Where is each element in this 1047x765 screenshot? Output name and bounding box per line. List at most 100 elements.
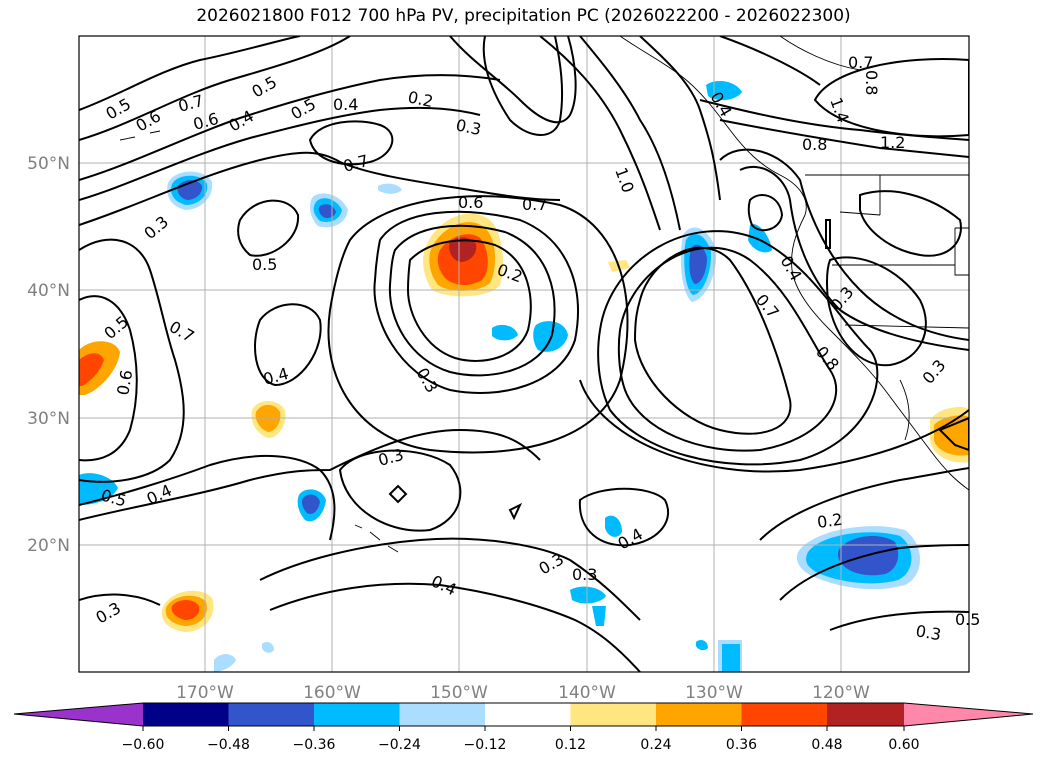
colorbar-arrow-left [14, 703, 143, 726]
colorbar-arrow-right [904, 703, 1033, 726]
contour-label: 0.8 [802, 135, 827, 154]
colorbar: −0.60 −0.48 −0.36 −0.24 −0.12 0.12 0.24 … [13, 702, 1034, 753]
precip-blob-positive [934, 415, 969, 456]
colorbar-segment [656, 703, 742, 726]
lon-label: 150°W [430, 683, 488, 703]
pv-contour [639, 36, 721, 201]
colorbar-tick-label: −0.48 [207, 737, 250, 753]
colorbar-tick-label: 0.12 [555, 737, 586, 753]
latitude-labels: 50°N 40°N 30°N 20°N [27, 154, 70, 556]
colorbar-tick-label: −0.36 [293, 737, 336, 753]
map-content [79, 36, 969, 672]
colorbar-tick-label: 0.36 [726, 737, 757, 753]
colorbar-segment [143, 703, 229, 726]
precip-blob-negative [605, 515, 622, 537]
contour-label: 0.5 [252, 255, 277, 274]
pv-contour [825, 256, 927, 367]
coastlines [119, 36, 969, 553]
pv-contour [759, 467, 969, 541]
contour-label: 0.6 [113, 368, 136, 396]
lat-label: 40°N [27, 281, 70, 301]
colorbar-tick-label: 0.60 [888, 737, 919, 753]
pv-contour [308, 120, 394, 166]
precip-blob-positive [79, 353, 104, 386]
pv-contour [482, 36, 564, 136]
pv-contour [79, 455, 336, 541]
pv-contour [449, 36, 577, 124]
pv-contour [254, 303, 322, 387]
pv-contour [79, 428, 541, 521]
pv-contour [79, 593, 161, 606]
pv-contour [79, 36, 351, 141]
precip-blob-negative [492, 324, 518, 341]
pv-contour [327, 195, 629, 454]
colorbar-ticks [142, 726, 905, 731]
pv-contour [79, 74, 501, 181]
precip-blob-negative [592, 606, 606, 626]
pv-contour [237, 199, 300, 257]
pv-contour [578, 487, 670, 547]
pv-contour [825, 219, 831, 249]
pv-contour [388, 484, 408, 504]
contour-label: 0.7 [522, 195, 547, 214]
pv-contour [79, 295, 138, 462]
contour-label: 0.8 [862, 70, 881, 95]
contour-label: 1.2 [880, 133, 905, 152]
colorbar-tick-label: 0.48 [811, 737, 842, 753]
pv-contour [508, 502, 523, 521]
contour-label: 0.3 [572, 565, 597, 584]
pv-contour [747, 194, 784, 232]
precip-blob-negative [722, 644, 740, 672]
pv-contour [739, 165, 969, 351]
colorbar-segment [741, 703, 827, 726]
precip-blob-negative [689, 244, 707, 284]
lon-label: 160°W [303, 683, 361, 703]
colorbar-segment [827, 703, 904, 726]
pv-contour [779, 544, 969, 601]
lat-label: 30°N [27, 409, 70, 429]
pv-contour [938, 416, 969, 452]
lat-label: 20°N [27, 536, 70, 556]
pv-contour [617, 246, 838, 452]
precip-blob-negative [214, 654, 236, 672]
pv-contour [388, 224, 556, 377]
pv-contour [859, 190, 962, 257]
pv-contour [269, 582, 641, 672]
precip-blob-positive [449, 237, 477, 262]
colorbar-segment [485, 703, 571, 726]
pv-contour [338, 449, 462, 532]
pv-contours [79, 36, 969, 672]
pv-contour [633, 246, 792, 435]
pv-contour [259, 537, 641, 621]
precip-blob-negative [378, 183, 402, 194]
lon-label: 120°W [812, 683, 870, 703]
precip-blob-negative [570, 586, 606, 604]
colorbar-segment [570, 703, 656, 726]
pv-contour [719, 36, 821, 86]
precip-blob-negative [748, 224, 772, 253]
lon-label: 130°W [685, 683, 743, 703]
colorbar-segment [228, 703, 314, 726]
pv-contour [79, 106, 481, 201]
colorbar-segment [399, 703, 485, 726]
pv-contour [539, 36, 661, 231]
pv-contour [829, 610, 969, 631]
pv-contour [699, 99, 969, 141]
pv-contour [579, 379, 969, 473]
contour-label: 0.5 [955, 610, 980, 629]
contour-label: 0.4 [333, 95, 358, 114]
map-frame [78, 35, 970, 673]
colorbar-tick-label: 0.24 [640, 737, 671, 753]
precip-blob-negative [696, 640, 708, 651]
pv-contour [597, 230, 879, 466]
pv-contour [79, 36, 301, 111]
contour-label: 0.2 [816, 510, 844, 532]
colorbar-tick-label: −0.60 [122, 737, 165, 753]
lon-label: 140°W [558, 683, 616, 703]
precip-blob-negative [302, 494, 320, 514]
lat-label: 50°N [27, 154, 70, 174]
lon-label: 170°W [176, 683, 234, 703]
colorbar-tick-label: −0.24 [378, 737, 421, 753]
contour-label: 0.7 [848, 53, 873, 72]
